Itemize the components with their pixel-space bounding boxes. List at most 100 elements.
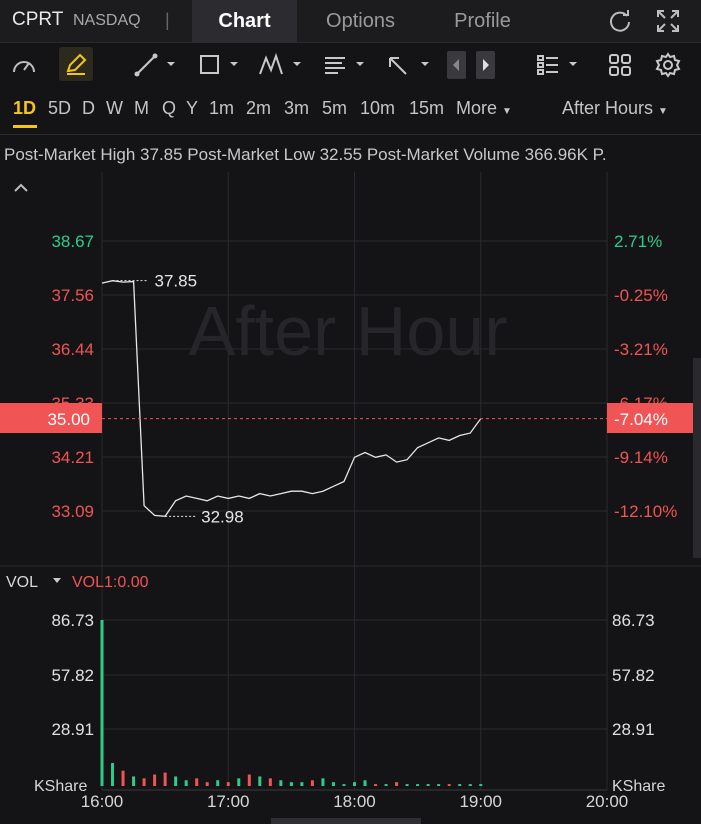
scrollbar[interactable] [693,358,701,558]
pct-tick-label: -0.25% [614,286,668,305]
period-y[interactable]: Y [186,98,199,118]
chevron-down-icon[interactable] [53,578,61,583]
volume-bar [174,776,178,786]
pencil-icon[interactable] [59,47,93,81]
volume-bars [100,620,483,786]
horizontal-scrollbar[interactable] [271,818,421,824]
price-line [101,280,482,517]
time-tick-label: 19:00 [459,792,502,811]
period-1m[interactable]: 1m [209,98,235,118]
volume-bar [447,784,451,786]
refresh-icon[interactable] [607,8,633,39]
time-tick-label: 17:00 [207,792,250,811]
tab-options[interactable]: Options [326,10,395,32]
current-price-tag [0,403,102,433]
volume-unit-right: KShare [612,778,665,795]
next-icon[interactable] [476,51,495,79]
rectangle-tool-icon[interactable] [197,52,243,83]
list-icon[interactable] [536,52,582,83]
low-marker-label: 32.98 [201,507,244,526]
volume-bar [310,780,314,786]
volume-bar [111,763,115,786]
price-tick-label: 36.44 [51,340,94,359]
more-dropdown[interactable]: More ▼ [456,98,512,119]
post-market-stats: Post-Market High 37.85 Post-Market Low 3… [4,145,607,164]
period-10m[interactable]: 10m [360,98,396,118]
time-tick-label: 18:00 [333,792,376,811]
pct-tick-label: -9.14% [614,448,668,467]
watermark: After Hour [189,292,508,370]
volume-tick-label: 57.82 [612,666,655,685]
volume-bar [289,782,293,786]
volume-bar [374,784,378,786]
volume-tick-label: 28.91 [612,720,655,739]
price-tick-label: 33.09 [51,502,94,521]
volume-bar [153,774,157,786]
exchange-name: NASDAQ [73,12,141,29]
ticker-symbol: CPRT [12,9,64,30]
line-tool-icon[interactable] [134,52,180,83]
text-tool-icon[interactable] [322,52,368,83]
volume-bar [258,776,262,786]
volume-bar [300,782,304,786]
more-label: More [456,98,498,118]
volume-bar [205,782,209,786]
volume-bar [479,784,483,786]
volume-bar [416,784,420,786]
current-pct-label: -7.04% [614,410,668,429]
period-1d[interactable]: 1D [13,98,37,118]
tab-chart[interactable]: Chart [192,0,297,42]
volume-axis: 86.73 86.73 57.82 57.82 28.91 28.91 [51,611,654,739]
period-2m[interactable]: 2m [246,98,272,118]
volume-bar [247,774,251,786]
pattern-tool-icon[interactable] [258,52,306,83]
grid-icon[interactable] [607,52,633,83]
chart-grid [101,172,608,791]
period-5m[interactable]: 5m [322,98,348,118]
tab-profile[interactable]: Profile [454,10,511,32]
settings-icon[interactable] [655,52,681,83]
price-axis-right: 2.71%-0.25%-3.21%-6.17%-9.14%-12.10% [614,232,677,521]
period-q[interactable]: Q [162,98,177,118]
period-w[interactable]: W [106,98,123,118]
period-m[interactable]: M [134,98,149,118]
price-tick-label: 37.56 [51,286,94,305]
volume-bar [395,782,399,786]
price-chart[interactable]: After Hour 38.6737.5636.4435.3334.2133.0… [0,170,701,824]
pct-tick-label: -12.10% [614,502,677,521]
volume-tick-label: 57.82 [51,666,94,685]
session-dropdown[interactable]: After Hours ▼ [562,98,668,119]
time-axis: 16:00 17:00 18:00 19:00 20:00 [81,792,629,811]
period-3m[interactable]: 3m [284,98,310,118]
pct-tick-label: -3.21% [614,340,668,359]
pct-tick-label: 2.71% [614,232,662,251]
volume-label: VOL [6,574,38,591]
volume-bar [437,784,441,786]
arrow-tool-icon[interactable] [386,52,432,83]
volume-tick-label: 86.73 [51,611,94,630]
price-tick-label: 38.67 [51,232,94,251]
prev-icon[interactable] [447,51,466,79]
volume-bar [163,772,167,786]
volume-bar [226,782,230,786]
header-separator: | [165,10,170,30]
period-5d[interactable]: 5D [48,98,72,118]
volume-indicator: VOL1:0.00 [72,574,149,591]
volume-bar [426,784,430,786]
session-label: After Hours [562,98,654,118]
volume-unit-left: KShare [34,778,87,795]
volume-tick-label: 86.73 [612,611,655,630]
gauge-icon[interactable] [10,52,38,83]
period-15m[interactable]: 15m [409,98,445,118]
volume-bar [321,778,325,786]
volume-bar [132,776,136,786]
collapse-chevron-icon[interactable] [12,180,30,201]
active-period-indicator [13,125,37,128]
volume-bar [331,782,335,786]
period-d[interactable]: D [82,98,95,118]
chevron-down-icon: ▼ [658,106,668,117]
period-bar [0,88,701,135]
volume-bar [216,780,220,786]
fullscreen-icon[interactable] [655,8,681,39]
volume-bar [195,778,199,786]
